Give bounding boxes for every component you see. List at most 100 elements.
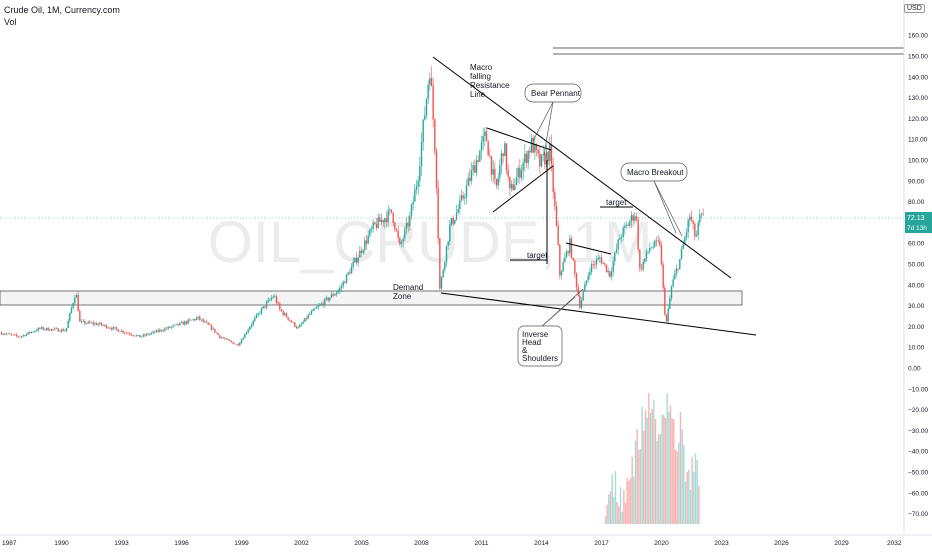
candle-body [317,305,319,308]
candle-body [415,186,418,190]
candle-body [517,167,519,178]
time-axis[interactable]: 1987 1990 1993 1996 1999 2002 2005 2008 2011 2014… [2,540,902,547]
candle-body [557,225,559,245]
volume-bar [631,456,633,524]
candle-body [227,338,229,340]
x-tick-label: 1996 [174,540,189,547]
y-tick-label: −10.00 [908,386,928,393]
candle-body [612,261,614,272]
candle-body [149,333,151,335]
y-tick-label: 130.00 [908,95,928,102]
x-tick-label: 2008 [414,540,429,547]
candle-body [329,297,331,301]
inverse-hs-line-1: Inverse [522,330,549,339]
candle-body [177,323,179,326]
candle-body [514,184,516,190]
volume-bar [674,449,677,524]
candle-body [40,327,43,329]
candle-body [194,319,196,321]
candle-body [102,325,104,326]
candle-body [509,176,511,189]
candle-body [650,247,653,249]
volume-bar [648,392,650,524]
candle-body [340,286,343,289]
candle-body [229,339,231,341]
candle-body [189,319,191,321]
candle-body [247,329,249,333]
candle-body [515,177,518,185]
candle-body [439,238,441,289]
candle-body [489,155,491,157]
candle-body [674,273,676,280]
inverse-hs-line-3: & [522,346,528,355]
candle-body [594,264,596,266]
candle-body [552,164,554,193]
candle-body [409,215,411,227]
volume-bar [691,457,693,524]
candle-body [414,189,416,202]
volume-bar [618,506,620,524]
volume-bar [679,411,682,524]
candle-body [654,240,656,247]
candle-body [500,153,503,166]
candle-body [289,319,291,321]
symbol-title[interactable]: Crude Oil, 1M, Currency.com [4,5,120,15]
candle-body [330,294,333,298]
candle-body [474,165,476,173]
candle-body [170,326,173,328]
macro-breakout-bubble [620,162,688,182]
candle-body [57,328,59,332]
candle-body [459,200,461,210]
candle-body [244,333,246,339]
y-tick-label: 150.00 [908,54,928,61]
volume-bar [629,478,632,524]
candle-body [64,330,66,332]
y-tick-label: −60.00 [908,490,928,497]
candle-body [204,321,206,323]
candle-body [117,329,119,332]
x-tick-label: 1987 [2,540,17,547]
candle-body [577,287,579,296]
price-axis-background [904,0,932,550]
y-tick-label: 100.00 [908,158,928,165]
candle-body [635,216,638,220]
x-tick-label: 2020 [654,540,669,547]
volume-label[interactable]: Vol [4,17,17,27]
candle-body [665,314,668,322]
volume-bar [638,449,640,524]
volume-bar [653,399,655,524]
candle-body [69,313,71,321]
candle-body [175,323,178,325]
candle-body [299,324,301,328]
candle-body [405,222,408,229]
candle-body [614,252,616,262]
bear-pennant-label: Bear Pennant [531,89,581,98]
candle-body [644,258,646,262]
candle-body [179,322,181,326]
ihs-neckline [565,242,612,255]
candle-body [295,326,298,329]
candle-body [22,335,24,337]
price-axis[interactable]: 160.00 150.00 140.00 130.00 120.00 110.00 100.… [908,33,928,518]
candle-body [435,150,438,189]
candle-body [542,154,544,155]
candle-body [529,150,531,153]
candle-body [627,224,629,226]
volume-bar [616,502,618,524]
candle-body [475,160,478,173]
candle-body [105,325,108,328]
candle-body [447,241,449,246]
candle-body [680,249,683,260]
candle-body [72,303,74,308]
currency-badge[interactable]: USD [904,4,925,13]
y-tick-label: 140.00 [908,74,928,81]
volume-bar [649,412,652,524]
volume-bar [669,405,672,524]
candle-body [379,217,381,222]
volume-bar [671,418,673,524]
candle-body [232,342,234,344]
candle-body [334,294,336,296]
callout-connectors [532,101,683,329]
candle-body [70,307,73,314]
